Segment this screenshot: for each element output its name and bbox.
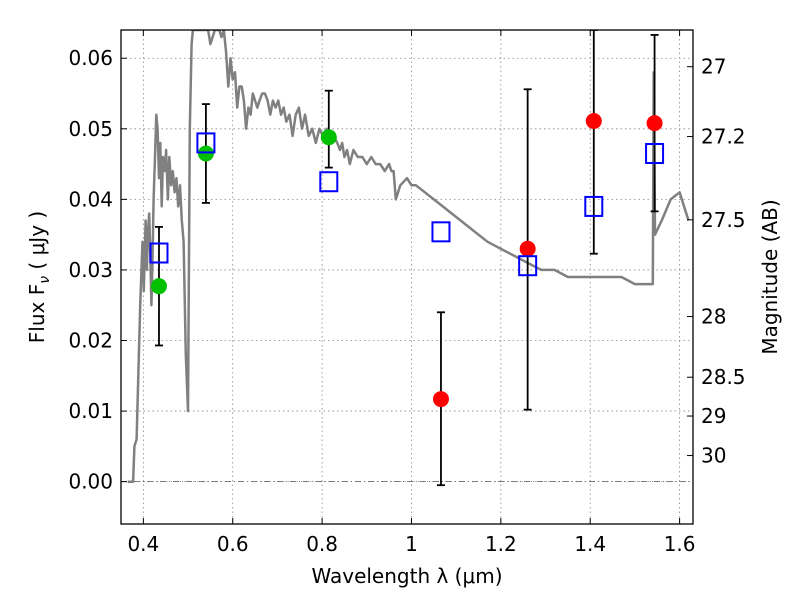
- non-detection-point: [432, 391, 449, 408]
- detection-point: [150, 278, 167, 295]
- model-photometry-square: [319, 171, 339, 193]
- y-axis-label-main: Flux F: [25, 284, 49, 343]
- y-tick-label: 0.03: [68, 258, 113, 282]
- model-photometry-square: [518, 255, 538, 277]
- template-spectrum-line: [127, 30, 690, 483]
- mag-tick-label: 28.5: [701, 365, 746, 389]
- y-tick-label: 0.00: [68, 470, 113, 494]
- y-tick-label: 0.06: [68, 46, 113, 70]
- model-photometry-square: [149, 242, 169, 264]
- secondary-y-axis-label: Magnitude (AB): [758, 199, 782, 354]
- axes: 0.4 0.6 0.8 1 1.2 1.4 1.6 0.00 0.01 0.02 0.03 0.04 0…: [68, 30, 746, 556]
- model-photometry-square: [431, 221, 451, 243]
- y-tick-label: 0.01: [68, 399, 113, 423]
- x-axis-label: Wavelength λ (μm): [311, 564, 502, 588]
- y-tick-label: 0.05: [68, 117, 113, 141]
- non-detection-point: [585, 113, 602, 130]
- y-axis-label: Flux Fν ( μJy ): [25, 211, 53, 343]
- non-detection-point: [519, 240, 536, 257]
- non-detection-point: [646, 115, 663, 132]
- mag-tick-label: 28: [701, 305, 726, 329]
- y-tick-label: 0.02: [68, 329, 113, 353]
- x-tick-label: 1: [405, 532, 418, 556]
- mag-tick-label: 27.2: [701, 125, 746, 149]
- mag-tick-label: 29: [701, 404, 726, 428]
- model-photometry-square: [645, 143, 665, 164]
- plot-content: [127, 30, 690, 487]
- y-axis-label-subscript: ν: [37, 276, 53, 284]
- x-tick-label: 1.4: [574, 532, 606, 556]
- y-tick-label: 0.04: [68, 187, 113, 211]
- plot-frame: [120, 29, 694, 525]
- x-tick-label: 1.6: [664, 532, 696, 556]
- plot-area: [127, 30, 690, 487]
- x-tick-label: 0.8: [306, 532, 338, 556]
- mag-tick-label: 27: [701, 55, 726, 79]
- y-axis-label-unit: ( μJy ): [25, 211, 49, 276]
- mag-tick-label: 27.5: [701, 208, 746, 232]
- detection-point: [197, 145, 214, 162]
- grid-lines: [121, 30, 693, 524]
- x-tick-label: 1.2: [485, 532, 517, 556]
- x-tick-label: 0.4: [127, 532, 159, 556]
- x-tick-label: 0.6: [217, 532, 249, 556]
- detection-point: [320, 129, 337, 146]
- mag-tick-label: 30: [701, 444, 726, 468]
- model-photometry-square: [584, 195, 604, 217]
- model-photometry-square: [196, 132, 216, 154]
